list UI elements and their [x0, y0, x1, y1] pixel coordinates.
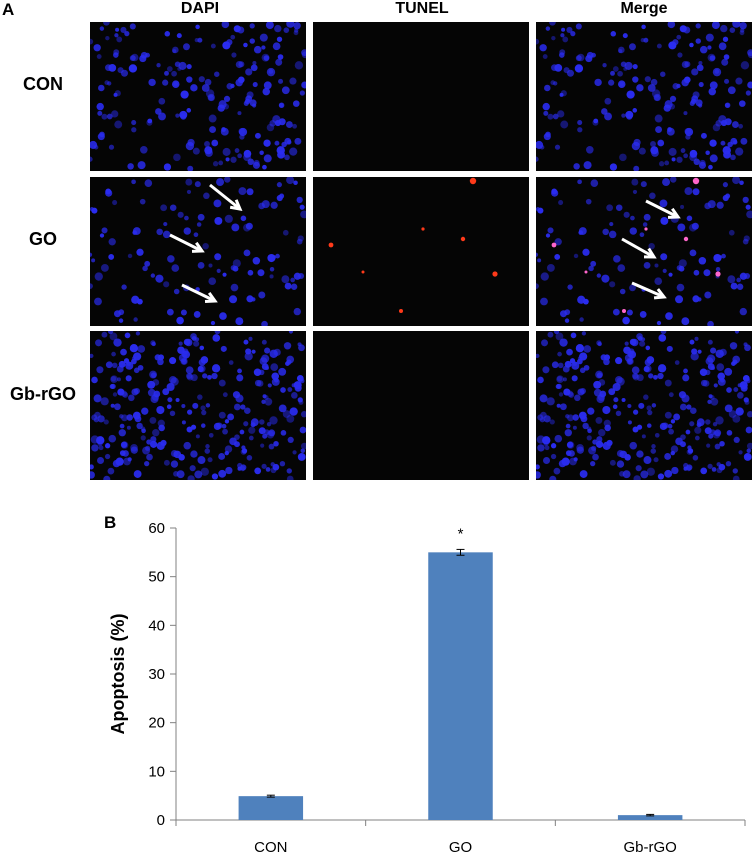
- micrograph-gb-rgo-merge: [536, 331, 752, 480]
- panel-a-letter: A: [2, 0, 15, 19]
- micrograph-go-tunel: [313, 177, 529, 326]
- x-category-label: Gb-rGO: [623, 839, 676, 853]
- y-tick-label: 40: [148, 617, 165, 634]
- bar-go: [428, 552, 493, 820]
- column-header-tunel: TUNEL: [395, 0, 449, 17]
- y-tick-label: 10: [148, 763, 165, 780]
- micrograph-gb-rgo-dapi: [90, 331, 306, 480]
- micrograph-con-dapi: [90, 22, 306, 171]
- y-tick-label: 30: [148, 666, 165, 683]
- micrograph-go-dapi: [90, 177, 306, 326]
- y-axis-label: Apoptosis (%): [108, 614, 128, 735]
- y-tick-label: 20: [148, 715, 165, 732]
- x-category-label: GO: [449, 839, 472, 853]
- row-label-con: CON: [23, 74, 63, 94]
- bar-gb-rgo: [617, 815, 683, 820]
- x-category-label: CON: [254, 839, 287, 853]
- significance-marker: *: [458, 525, 464, 542]
- y-tick-label: 0: [157, 812, 165, 829]
- y-tick-label: 50: [148, 569, 165, 586]
- column-header-dapi: DAPI: [180, 0, 220, 17]
- row-label-gb-rgo: Gb-rGO: [10, 384, 76, 404]
- bar-con: [238, 796, 304, 820]
- micrograph-gb-rgo-tunel: [313, 331, 529, 480]
- row-label-go: GO: [28, 229, 57, 249]
- micrograph-con-merge: [536, 22, 752, 171]
- micrograph-go-merge: [536, 177, 752, 326]
- y-tick-label: 60: [148, 520, 165, 537]
- micrograph-con-tunel: [313, 22, 529, 171]
- panel-b-letter: B: [104, 513, 117, 532]
- column-header-merge: Merge: [620, 0, 668, 17]
